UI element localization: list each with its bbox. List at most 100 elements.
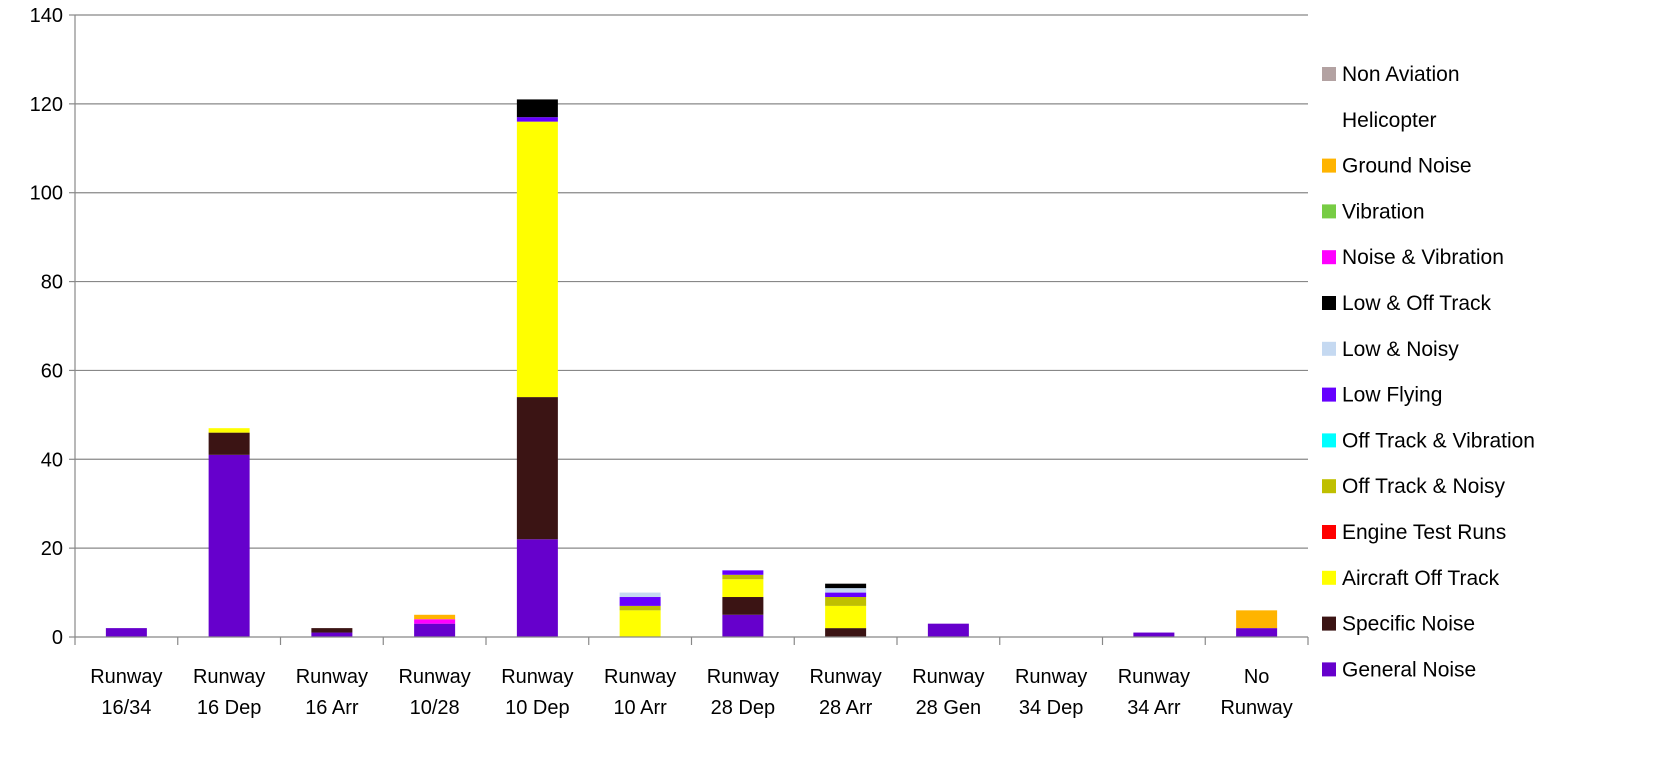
- legend-swatch-noise-and-vibration: [1322, 250, 1336, 265]
- bar-aircraft-off-track-1: [208, 428, 250, 433]
- legend-swatch-specific-noise: [1322, 616, 1336, 631]
- legend-label-off-track-and-noisy: Off Track & Noisy: [1342, 475, 1505, 498]
- x-category-label-1-line-1: 16 Dep: [197, 697, 262, 719]
- x-category-label-6-line-0: Runway: [707, 666, 779, 688]
- y-tick-label-100: 100: [30, 183, 63, 205]
- bar-ground-noise-3: [414, 614, 456, 620]
- bar-aircraft-off-track-6: [722, 579, 764, 598]
- bar-ground-noise-11: [1236, 610, 1278, 629]
- bar-general-noise-4: [516, 539, 558, 637]
- legend-swatch-helicopter: [1322, 112, 1336, 127]
- legend-swatch-low-and-noisy: [1322, 341, 1336, 356]
- y-tick-label-140: 140: [30, 5, 63, 27]
- bar-off-track-and-noisy-6: [722, 574, 764, 580]
- y-axis-ticks: 0 20 40 60 80 100 120 140: [30, 5, 75, 649]
- bar-general-noise-3: [414, 623, 456, 637]
- x-category-label-3-line-0: Runway: [398, 666, 470, 688]
- x-category-label-5-line-0: Runway: [604, 666, 676, 688]
- x-category-label-5-line-1: 10 Arr: [613, 697, 667, 719]
- x-category-label-0-line-1: 16/34: [101, 697, 151, 719]
- bar-specific-noise-7: [825, 628, 867, 637]
- legend-swatch-non-aviation: [1322, 67, 1336, 81]
- x-category-label-8-line-1: 28 Gen: [916, 697, 982, 719]
- legend-label-low-and-noisy: Low & Noisy: [1342, 338, 1459, 361]
- x-category-label-0-line-0: Runway: [90, 666, 162, 688]
- bar-low-flying-4: [516, 117, 558, 122]
- x-category-label-4-line-0: Runway: [501, 666, 573, 688]
- bar-general-noise-1: [208, 454, 250, 637]
- legend-label-non-aviation: Non Aviation: [1342, 63, 1460, 86]
- x-category-label-10-line-0: Runway: [1118, 666, 1190, 688]
- bar-low-flying-6: [722, 570, 764, 575]
- x-category-label-1-line-0: Runway: [193, 666, 265, 688]
- bar-general-noise-10: [1133, 632, 1175, 637]
- bar-general-noise-11: [1236, 628, 1278, 637]
- y-tick-label-120: 120: [30, 94, 63, 116]
- x-category-label-11-line-0: No: [1244, 666, 1270, 688]
- bar-low-and-noisy-7: [825, 588, 867, 593]
- x-category-label-9-line-0: Runway: [1015, 666, 1087, 688]
- bars: [105, 99, 1278, 637]
- bar-specific-noise-6: [722, 597, 764, 615]
- legend-label-aircraft-off-track: Aircraft Off Track: [1342, 567, 1500, 590]
- bar-aircraft-off-track-7: [825, 605, 867, 629]
- bar-low-and-noisy-5: [619, 592, 661, 598]
- legend-label-engine-test-runs: Engine Test Runs: [1342, 521, 1506, 544]
- bar-noise-and-vibration-3: [414, 619, 456, 624]
- legend-swatch-general-noise: [1322, 662, 1336, 677]
- bar-aircraft-off-track-5: [619, 610, 661, 637]
- x-category-label-9-line-1: 34 Dep: [1019, 697, 1084, 719]
- bar-low-and-off-track-7: [825, 583, 867, 589]
- legend-swatch-low-flying: [1322, 387, 1336, 402]
- axes: [74, 15, 1309, 645]
- bar-low-and-off-track-4: [516, 99, 558, 118]
- bar-off-track-and-noisy-5: [619, 605, 661, 611]
- bar-general-noise-6: [722, 614, 764, 637]
- x-category-label-3-line-1: 10/28: [410, 697, 460, 719]
- y-tick-label-20: 20: [41, 538, 63, 560]
- bar-low-flying-5: [619, 597, 661, 606]
- legend-label-general-noise: General Noise: [1342, 658, 1476, 681]
- bar-general-noise-2: [311, 632, 353, 637]
- x-category-label-11-line-1: Runway: [1220, 697, 1292, 719]
- legend-swatch-engine-test-runs: [1322, 525, 1336, 539]
- legend-label-off-track-and-vibration: Off Track & Vibration: [1342, 429, 1535, 452]
- bar-specific-noise-2: [311, 628, 353, 633]
- bar-specific-noise-4: [516, 397, 558, 540]
- y-tick-label-40: 40: [41, 449, 63, 471]
- legend-swatch-ground-noise: [1322, 158, 1336, 173]
- legend-label-noise-and-vibration: Noise & Vibration: [1342, 246, 1504, 269]
- x-category-label-10-line-1: 34 Arr: [1127, 697, 1181, 719]
- legend-label-ground-noise: Ground Noise: [1342, 155, 1472, 178]
- legend-label-low-and-off-track: Low & Off Track: [1342, 292, 1491, 315]
- bar-aircraft-off-track-4: [516, 121, 558, 398]
- x-axis-categories: Runway 16/34 Runway 16 Dep Runway 16 Arr Runwa…: [90, 666, 1293, 719]
- legend-swatch-aircraft-off-track: [1322, 570, 1336, 585]
- x-category-label-8-line-0: Runway: [912, 666, 984, 688]
- legend-swatch-vibration: [1322, 204, 1336, 219]
- legend: Non Aviation Helicopter Ground Noise Vibrat…: [1322, 63, 1535, 681]
- bar-specific-noise-1: [208, 432, 250, 455]
- x-category-label-2-line-1: 16 Arr: [305, 697, 359, 719]
- x-category-label-4-line-1: 10 Dep: [505, 697, 570, 719]
- x-category-label-6-line-1: 28 Dep: [711, 697, 776, 719]
- x-category-label-2-line-0: Runway: [296, 666, 368, 688]
- legend-label-helicopter: Helicopter: [1342, 109, 1437, 132]
- bar-general-noise-8: [927, 623, 969, 637]
- grid-lines: [75, 14, 1308, 549]
- legend-label-vibration: Vibration: [1342, 200, 1425, 223]
- bar-low-flying-7: [825, 592, 867, 598]
- bar-off-track-and-noisy-7: [825, 597, 867, 606]
- legend-label-low-flying: Low Flying: [1342, 384, 1442, 407]
- x-category-label-7-line-1: 28 Arr: [819, 697, 873, 719]
- y-tick-label-60: 60: [41, 360, 63, 382]
- legend-swatch-low-and-off-track: [1322, 296, 1336, 310]
- legend-swatch-off-track-and-noisy: [1322, 479, 1336, 494]
- legend-label-specific-noise: Specific Noise: [1342, 613, 1475, 636]
- y-tick-label-80: 80: [41, 272, 63, 294]
- legend-swatch-off-track-and-vibration: [1322, 433, 1336, 448]
- bar-general-noise-0: [105, 628, 147, 637]
- x-category-label-7-line-0: Runway: [809, 666, 881, 688]
- y-tick-label-0: 0: [52, 627, 63, 649]
